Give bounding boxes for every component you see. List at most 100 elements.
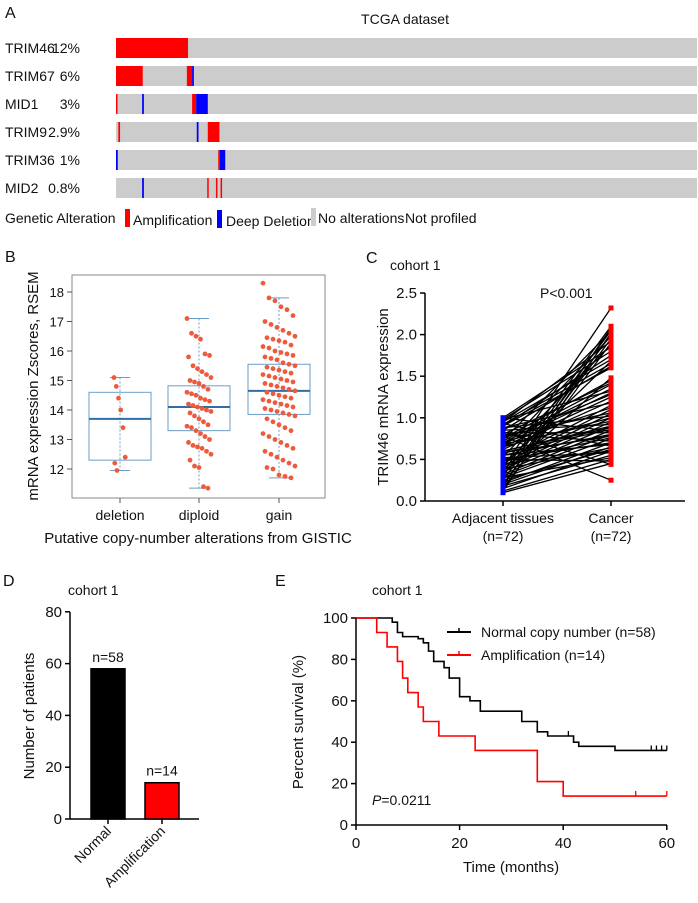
data-point xyxy=(198,431,203,436)
legend-swatch-deep-deletion xyxy=(217,210,222,228)
data-point xyxy=(260,397,266,403)
pair-line xyxy=(502,422,612,447)
y-tick-label: 18 xyxy=(50,285,64,300)
cancer-point xyxy=(608,342,614,348)
data-point xyxy=(284,443,290,448)
data-point xyxy=(270,419,276,425)
p-value-number: =0.0211 xyxy=(381,792,431,808)
cancer-point xyxy=(608,400,614,406)
gene-pct: 0.8% xyxy=(48,180,80,196)
data-point xyxy=(292,333,298,339)
data-point xyxy=(274,409,280,414)
panel-c: C cohort 1 P<0.001 0.0 0.5 1.0 1.5 2.0 2.5 TR… xyxy=(366,250,685,544)
data-point xyxy=(262,354,268,360)
panel-d: D cohort 1 020406080n=58Normaln=14Amplif… xyxy=(3,573,199,890)
pair-line xyxy=(502,420,612,446)
adjacent-point xyxy=(500,446,506,452)
data-point xyxy=(264,364,270,370)
cancer-point xyxy=(608,443,614,449)
pair-line xyxy=(502,447,612,471)
legend-swatch-amplification xyxy=(125,209,130,227)
data-point xyxy=(189,391,194,397)
data-point xyxy=(276,472,282,478)
data-point xyxy=(274,384,280,389)
alteration-amplification xyxy=(192,94,197,114)
data-point xyxy=(290,379,296,385)
data-point xyxy=(190,403,196,408)
data-point xyxy=(286,361,292,367)
data-point xyxy=(270,366,276,372)
p-value-e: P=0.0211 xyxy=(372,792,432,808)
y-tick-label: 16 xyxy=(50,344,64,359)
data-point xyxy=(286,386,292,392)
data-point xyxy=(207,353,212,358)
data-point xyxy=(112,460,118,466)
data-point xyxy=(264,465,270,470)
data-point xyxy=(186,354,191,360)
y-tick-label: 80 xyxy=(45,604,62,621)
data-point xyxy=(278,440,284,445)
data-point xyxy=(286,412,292,417)
alteration-amplification xyxy=(207,178,209,198)
data-point xyxy=(195,404,200,410)
data-point xyxy=(266,398,272,404)
panel-e: E cohort 1 0 20 40 60 80 100 0 20 40 60 Time (mon… xyxy=(275,573,675,876)
y-tick-label: 100 xyxy=(323,610,348,627)
data-point xyxy=(120,425,126,431)
x-label-adjacent: Adjacent tissues xyxy=(452,510,554,526)
data-point xyxy=(290,445,296,451)
y-tick-label: 0.0 xyxy=(396,493,417,510)
p-italic: P xyxy=(372,792,382,808)
data-point xyxy=(199,369,205,375)
adjacent-point xyxy=(500,466,506,472)
data-point xyxy=(202,434,208,439)
adjacent-point xyxy=(500,421,506,427)
y-tick-label: 0 xyxy=(340,817,348,834)
alteration-amplification xyxy=(215,178,218,198)
pair-line xyxy=(502,390,612,421)
data-point xyxy=(196,381,202,386)
data-point xyxy=(204,407,209,413)
x-tick-label: 60 xyxy=(658,835,675,852)
cancer-point xyxy=(608,388,614,394)
y-tick-label: 17 xyxy=(50,315,64,330)
data-point xyxy=(264,389,270,395)
data-point xyxy=(272,437,278,442)
data-point xyxy=(264,416,270,422)
adjacent-point xyxy=(500,458,506,464)
cancer-point xyxy=(608,440,614,446)
data-point xyxy=(187,457,193,463)
y-tick-label: 20 xyxy=(45,759,62,776)
alteration-amplification xyxy=(220,178,223,198)
data-point xyxy=(266,373,272,379)
y-axis-title-e: Percent survival (%) xyxy=(290,655,307,789)
gene-track xyxy=(116,38,697,58)
data-point xyxy=(184,423,190,429)
adjacent-point xyxy=(500,429,506,435)
alteration-amplification xyxy=(116,94,118,114)
y-tick-label: 60 xyxy=(45,656,62,673)
y-tick-label: 2.5 xyxy=(396,285,417,302)
adjacent-point xyxy=(500,475,506,481)
data-point xyxy=(264,335,270,341)
gene-label: MID2 xyxy=(5,180,39,196)
data-point xyxy=(262,448,268,454)
alteration-amplification xyxy=(207,122,220,142)
data-point xyxy=(272,348,278,354)
gene-label: TRIM9 xyxy=(5,124,47,140)
data-point xyxy=(260,431,266,436)
gene-pct: 12% xyxy=(52,40,80,56)
title-c: cohort 1 xyxy=(390,257,441,273)
x-tick-label: 40 xyxy=(555,835,572,852)
data-point xyxy=(205,386,211,392)
data-point xyxy=(268,355,274,361)
data-point xyxy=(288,342,294,348)
gene-track xyxy=(116,94,697,114)
gene-pct: 1% xyxy=(60,152,80,168)
data-point xyxy=(288,370,294,376)
data-point xyxy=(184,316,190,321)
data-point xyxy=(278,350,284,355)
title-e: cohort 1 xyxy=(372,582,423,598)
